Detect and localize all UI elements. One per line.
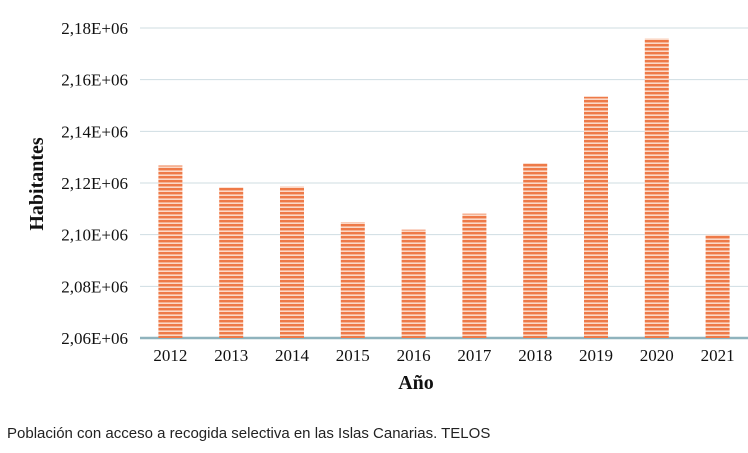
x-tick-label: 2013 (214, 346, 248, 365)
bar-2014 (280, 186, 304, 338)
x-tick-label: 2017 (457, 346, 492, 365)
x-tick-label: 2018 (518, 346, 552, 365)
x-tick-label: 2014 (275, 346, 310, 365)
x-axis-title: Año (398, 372, 434, 394)
y-tick-label: 2,10E+06 (61, 226, 128, 245)
x-tick-label: 2019 (579, 346, 613, 365)
y-tick-label: 2,18E+06 (61, 19, 128, 38)
y-axis-title: Habitantes (26, 137, 48, 231)
bar-2017 (462, 213, 487, 338)
x-tick-labels: 2012 2013 2014 2015 2016 2017 2018 2019 2020 2021 (153, 346, 734, 365)
x-tick-label: 2020 (640, 346, 674, 365)
bar-2015 (340, 222, 365, 338)
bar-chart: 2,06E+06 2,08E+06 2,10E+06 2,12E+06 2,14E+06… (26, 19, 748, 394)
bar-2012 (158, 165, 183, 338)
y-tick-label: 2,16E+06 (61, 71, 128, 90)
x-tick-label: 2012 (153, 346, 187, 365)
y-tick-label: 2,08E+06 (61, 277, 128, 296)
bar-2013 (219, 187, 244, 338)
x-tick-label: 2016 (397, 346, 431, 365)
y-tick-label: 2,12E+06 (61, 174, 128, 193)
y-tick-label: 2,14E+06 (61, 122, 128, 141)
y-tick-label: 2,06E+06 (61, 329, 128, 348)
figure-caption: Población con acceso a recogida selectiv… (7, 425, 491, 442)
y-tick-labels: 2,06E+06 2,08E+06 2,10E+06 2,12E+06 2,14E+06… (61, 19, 128, 348)
bar-2016 (401, 229, 426, 338)
bar-2018 (523, 163, 548, 338)
bar-2021 (705, 234, 730, 338)
x-tick-label: 2021 (701, 346, 735, 365)
bar-2020 (644, 38, 669, 338)
bars (158, 38, 730, 338)
bar-2019 (584, 96, 608, 338)
x-tick-label: 2015 (336, 346, 370, 365)
